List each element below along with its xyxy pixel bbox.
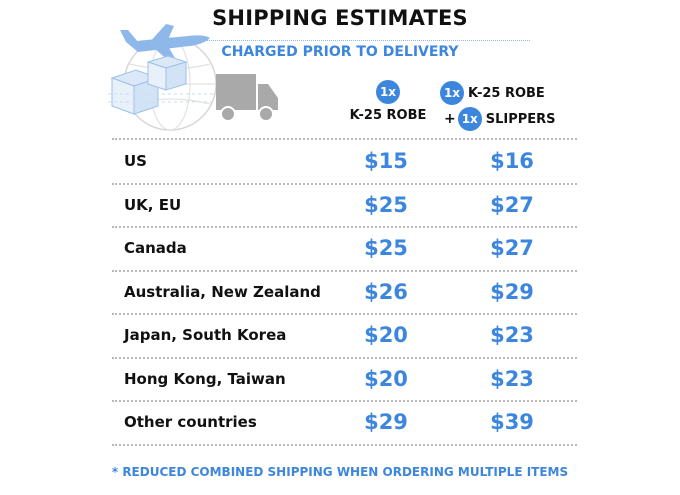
table-row: US $15 $16 — [112, 140, 577, 183]
row-divider — [112, 226, 577, 228]
table-row: UK, EU $25 $27 — [112, 184, 577, 227]
column-header-line: + 1x SLIPPERS — [444, 106, 590, 132]
column-header-label: K-25 ROBE — [349, 108, 427, 123]
price-robe-slippers-cell: $29 — [490, 280, 534, 304]
quantity-badge: 1x — [376, 80, 400, 104]
price-robe-slippers-cell: $27 — [490, 236, 534, 260]
table-row: Australia, New Zealand $26 $29 — [112, 271, 577, 314]
table-row: Canada $25 $27 — [112, 227, 577, 270]
row-divider — [112, 138, 577, 140]
row-divider — [112, 357, 577, 359]
price-robe-cell: $29 — [364, 410, 408, 434]
country-cell: Japan, South Korea — [124, 326, 287, 344]
country-cell: Hong Kong, Taiwan — [124, 370, 286, 388]
truck-icon — [216, 74, 278, 122]
airplane-icon — [120, 24, 210, 62]
country-cell: UK, EU — [124, 196, 182, 214]
price-robe-cell: $25 — [364, 193, 408, 217]
quantity-badge: 1x — [440, 81, 464, 105]
plus-sign: + — [444, 111, 456, 127]
column-header-line: 1x K-25 ROBE — [440, 80, 590, 106]
price-robe-slippers-cell: $27 — [490, 193, 534, 217]
price-robe-slippers-cell: $23 — [490, 323, 534, 347]
table-row: Other countries $29 $39 — [112, 401, 577, 444]
price-robe-slippers-cell: $39 — [490, 410, 534, 434]
page-title: SHIPPING ESTIMATES — [212, 6, 468, 30]
row-divider — [112, 444, 577, 446]
price-robe-slippers-cell: $16 — [490, 149, 534, 173]
price-robe-slippers-cell: $23 — [490, 367, 534, 391]
footnote: * REDUCED COMBINED SHIPPING WHEN ORDERIN… — [111, 465, 569, 479]
shipping-illustration — [108, 24, 278, 131]
table-row: Hong Kong, Taiwan $20 $23 — [112, 358, 577, 401]
quantity-badge: 1x — [457, 107, 482, 131]
country-cell: Other countries — [124, 413, 257, 431]
boxes-icon — [108, 55, 218, 115]
row-divider — [112, 313, 577, 315]
country-cell: Australia, New Zealand — [124, 283, 321, 301]
column-header-robe-slippers: 1x K-25 ROBE + 1x SLIPPERS — [440, 80, 590, 132]
price-robe-cell: $26 — [364, 280, 408, 304]
table-row: Japan, South Korea $20 $23 — [112, 314, 577, 357]
title-divider — [150, 40, 530, 41]
row-divider — [112, 270, 577, 272]
price-robe-cell: $20 — [364, 367, 408, 391]
country-cell: US — [124, 152, 147, 170]
row-divider — [112, 183, 577, 185]
price-robe-cell: $15 — [364, 149, 408, 173]
column-header-label: SLIPPERS — [485, 111, 556, 127]
column-header-robe: 1x K-25 ROBE — [338, 80, 438, 123]
country-cell: Canada — [124, 239, 187, 257]
price-robe-cell: $25 — [364, 236, 408, 260]
row-divider — [112, 400, 577, 402]
column-header-label: K-25 ROBE — [468, 85, 545, 101]
price-robe-cell: $20 — [364, 323, 408, 347]
page-subtitle: CHARGED PRIOR TO DELIVERY — [221, 44, 459, 60]
